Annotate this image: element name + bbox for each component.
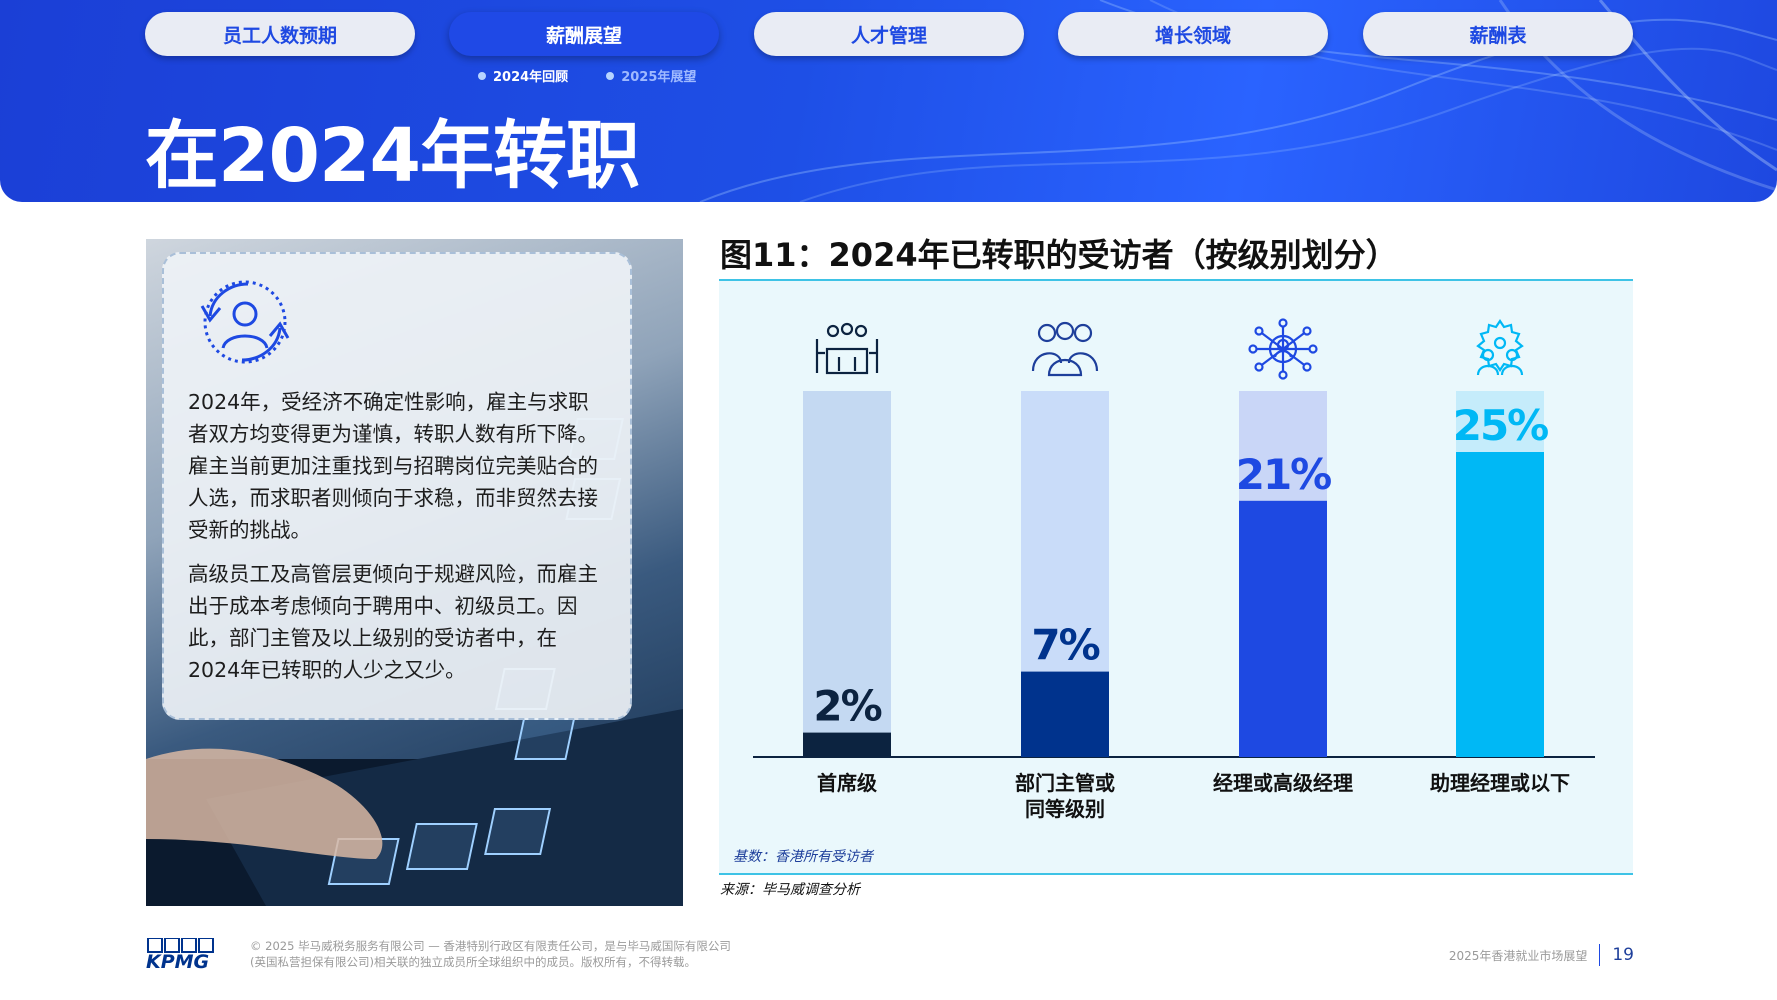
meeting-table-icon	[815, 322, 879, 375]
bullet-dot-icon	[478, 71, 486, 80]
paragraph: 2024年，受经济不确定性影响，雇主与求职者双方均变得更为谨慎，转职人数有所下降…	[188, 390, 598, 542]
report-title: 2025年香港就业市场展望	[1448, 948, 1588, 963]
text-card: 2024年，受经济不确定性影响，雇主与求职者双方均变得更为谨慎，转职人数有所下降…	[162, 252, 632, 720]
chart-source: 来源：毕马威调查分析	[720, 882, 860, 898]
top-navigation: 员工人数预期 薪酬展望 人才管理 增长领域 薪酬表	[145, 12, 1633, 56]
subtab-label: 2025年展望	[621, 70, 697, 85]
bar	[1456, 452, 1544, 757]
svg-text:KPMG: KPMG	[146, 951, 209, 970]
copyright-line: (英国私营担保有限公司)相关联的独立成员所全球组织中的成员。版权所有，不得转载。	[250, 955, 696, 969]
header-banner: 员工人数预期 薪酬展望 人才管理 增长领域 薪酬表 2024年回顾 2025年展…	[0, 0, 1777, 202]
bullet-dot-icon	[606, 71, 615, 80]
subtab-label: 2024年回顾	[493, 70, 569, 85]
copyright-line: © 2025 毕马威税务服务有限公司 — 香港特别行政区有限责任公司，是与毕马威…	[250, 939, 731, 953]
chart-base-note: 基数：香港所有受访者	[733, 849, 873, 865]
bar-value-label: 25%	[1453, 401, 1548, 450]
page-number: 19	[1612, 945, 1634, 965]
tab-headcount[interactable]: 员工人数预期	[145, 12, 415, 56]
copyright-notice: © 2025 毕马威税务服务有限公司 — 香港特别行政区有限责任公司，是与毕马威…	[250, 938, 810, 970]
people-exchange-icon	[200, 280, 290, 364]
tab-growth-areas[interactable]: 增长领域	[1058, 12, 1328, 56]
tab-salary-outlook[interactable]: 薪酬展望	[449, 12, 719, 56]
bar	[803, 732, 891, 757]
category-label: 首席级	[817, 771, 877, 795]
page-title: 在2024年转职	[145, 113, 640, 199]
tab-talent-management[interactable]: 人才管理	[754, 12, 1024, 56]
chart-top-rule	[719, 279, 1633, 281]
tab-salary-table[interactable]: 薪酬表	[1363, 12, 1633, 56]
category-label: 部门主管或	[1015, 771, 1115, 795]
chart-bottom-rule	[719, 873, 1633, 875]
card-body: 2024年，受经济不确定性影响，雇主与求职者双方均变得更为谨慎，转职人数有所下降…	[188, 386, 598, 686]
bar-value-label: 7%	[1031, 621, 1099, 670]
subtab-bar: 2024年回顾 2025年展望	[478, 66, 696, 85]
subtab-2025-outlook[interactable]: 2025年展望	[606, 66, 696, 85]
kpmg-logo: KPMG	[146, 938, 214, 970]
bar	[1239, 500, 1327, 757]
paragraph: 高级员工及高管层更倾向于规避风险，而雇主出于成本考虑倾向于聘用中、初级员工。因此…	[188, 562, 598, 682]
gear-team-icon	[1476, 319, 1524, 376]
footer-meta: 2025年香港就业市场展望 19	[1449, 944, 1634, 966]
bar	[1021, 671, 1109, 757]
bar-value-label: 2%	[813, 682, 881, 731]
bar-track	[803, 391, 891, 757]
network-person-icon	[1248, 318, 1318, 380]
subtab-2024-review[interactable]: 2024年回顾	[478, 66, 568, 85]
bar-value-label: 21%	[1236, 450, 1331, 499]
chart-title: 图11：2024年已转职的受访者（按级别划分）	[720, 236, 1398, 274]
category-label: 经理或高级经理	[1213, 771, 1353, 795]
category-label: 同等级别	[1025, 797, 1105, 821]
divider	[1599, 944, 1601, 966]
team-group-icon	[1031, 321, 1099, 377]
category-label: 助理经理或以下	[1430, 771, 1570, 795]
